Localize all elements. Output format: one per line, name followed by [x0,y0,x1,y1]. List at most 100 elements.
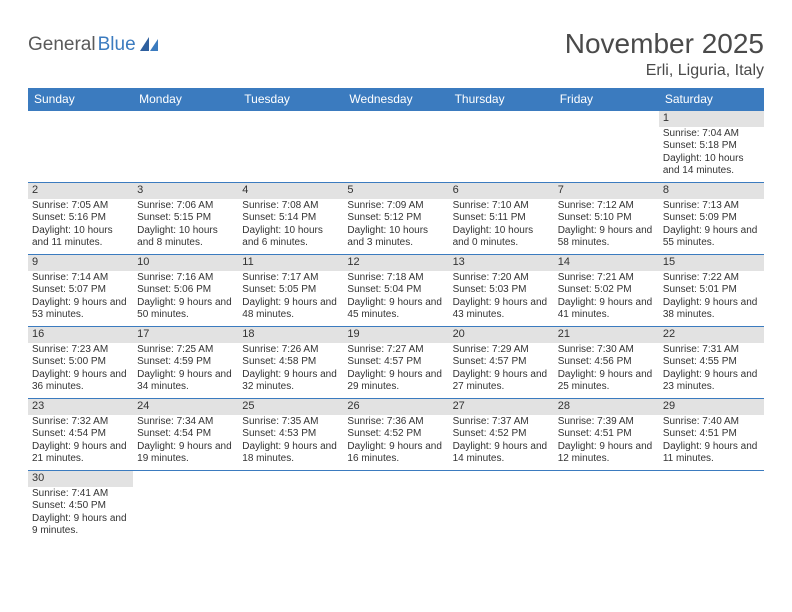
calendar-cell: 23Sunrise: 7:32 AMSunset: 4:54 PMDayligh… [28,399,133,471]
day-details: Sunrise: 7:05 AMSunset: 5:16 PMDaylight:… [28,199,133,252]
location: Erli, Liguria, Italy [565,62,764,80]
calendar-week-row: 16Sunrise: 7:23 AMSunset: 5:00 PMDayligh… [28,327,764,399]
day-number: 20 [449,327,554,343]
day-number: 16 [28,327,133,343]
sunset-text: Sunset: 4:53 PM [242,428,339,441]
sunrise-text: Sunrise: 7:08 AM [242,200,339,213]
calendar-cell: 27Sunrise: 7:37 AMSunset: 4:52 PMDayligh… [449,399,554,471]
day-details: Sunrise: 7:32 AMSunset: 4:54 PMDaylight:… [28,415,133,468]
daylight-text: Daylight: 9 hours and 27 minutes. [453,369,550,394]
sunset-text: Sunset: 4:52 PM [453,428,550,441]
sunset-text: Sunset: 4:50 PM [32,500,129,513]
day-details: Sunrise: 7:22 AMSunset: 5:01 PMDaylight:… [659,271,764,324]
sunrise-text: Sunrise: 7:35 AM [242,416,339,429]
daylight-text: Daylight: 9 hours and 36 minutes. [32,369,129,394]
daylight-text: Daylight: 9 hours and 58 minutes. [558,225,655,250]
weekday-header: Sunday [28,88,133,111]
sunset-text: Sunset: 5:06 PM [137,284,234,297]
day-details: Sunrise: 7:37 AMSunset: 4:52 PMDaylight:… [449,415,554,468]
sunrise-text: Sunrise: 7:40 AM [663,416,760,429]
header: GeneralBlue November 2025 Erli, Liguria,… [28,28,764,80]
calendar-cell: 10Sunrise: 7:16 AMSunset: 5:06 PMDayligh… [133,255,238,327]
weekday-header: Tuesday [238,88,343,111]
day-number: 13 [449,255,554,271]
day-details: Sunrise: 7:31 AMSunset: 4:55 PMDaylight:… [659,343,764,396]
daylight-text: Daylight: 9 hours and 34 minutes. [137,369,234,394]
day-number: 14 [554,255,659,271]
sunrise-text: Sunrise: 7:37 AM [453,416,550,429]
calendar-cell [133,111,238,183]
sunset-text: Sunset: 4:54 PM [137,428,234,441]
calendar-cell [343,471,448,543]
day-number: 11 [238,255,343,271]
day-number: 29 [659,399,764,415]
sunrise-text: Sunrise: 7:25 AM [137,344,234,357]
daylight-text: Daylight: 9 hours and 16 minutes. [347,441,444,466]
day-details: Sunrise: 7:36 AMSunset: 4:52 PMDaylight:… [343,415,448,468]
logo: GeneralBlue [28,28,160,56]
day-number: 8 [659,183,764,199]
title-block: November 2025 Erli, Liguria, Italy [565,28,764,80]
day-details: Sunrise: 7:09 AMSunset: 5:12 PMDaylight:… [343,199,448,252]
day-details: Sunrise: 7:08 AMSunset: 5:14 PMDaylight:… [238,199,343,252]
calendar-cell: 2Sunrise: 7:05 AMSunset: 5:16 PMDaylight… [28,183,133,255]
sunrise-text: Sunrise: 7:39 AM [558,416,655,429]
sunrise-text: Sunrise: 7:20 AM [453,272,550,285]
calendar-cell [238,111,343,183]
sunrise-text: Sunrise: 7:36 AM [347,416,444,429]
day-details: Sunrise: 7:35 AMSunset: 4:53 PMDaylight:… [238,415,343,468]
calendar-cell [343,111,448,183]
sunset-text: Sunset: 5:15 PM [137,212,234,225]
day-number: 5 [343,183,448,199]
day-details: Sunrise: 7:27 AMSunset: 4:57 PMDaylight:… [343,343,448,396]
logo-text-blue: Blue [98,34,136,56]
day-details: Sunrise: 7:29 AMSunset: 4:57 PMDaylight:… [449,343,554,396]
calendar-cell: 24Sunrise: 7:34 AMSunset: 4:54 PMDayligh… [133,399,238,471]
calendar-cell: 14Sunrise: 7:21 AMSunset: 5:02 PMDayligh… [554,255,659,327]
weekday-header: Monday [133,88,238,111]
day-details: Sunrise: 7:06 AMSunset: 5:15 PMDaylight:… [133,199,238,252]
day-details: Sunrise: 7:26 AMSunset: 4:58 PMDaylight:… [238,343,343,396]
calendar-table: Sunday Monday Tuesday Wednesday Thursday… [28,88,764,543]
daylight-text: Daylight: 9 hours and 45 minutes. [347,297,444,322]
daylight-text: Daylight: 10 hours and 11 minutes. [32,225,129,250]
day-number: 26 [343,399,448,415]
weekday-header: Wednesday [343,88,448,111]
calendar-cell [659,471,764,543]
sunset-text: Sunset: 5:04 PM [347,284,444,297]
day-number: 15 [659,255,764,271]
day-number: 7 [554,183,659,199]
sunrise-text: Sunrise: 7:16 AM [137,272,234,285]
sunset-text: Sunset: 5:05 PM [242,284,339,297]
daylight-text: Daylight: 9 hours and 29 minutes. [347,369,444,394]
sunset-text: Sunset: 5:07 PM [32,284,129,297]
calendar-cell: 21Sunrise: 7:30 AMSunset: 4:56 PMDayligh… [554,327,659,399]
day-details: Sunrise: 7:16 AMSunset: 5:06 PMDaylight:… [133,271,238,324]
sunrise-text: Sunrise: 7:05 AM [32,200,129,213]
sunrise-text: Sunrise: 7:17 AM [242,272,339,285]
calendar-cell: 20Sunrise: 7:29 AMSunset: 4:57 PMDayligh… [449,327,554,399]
daylight-text: Daylight: 9 hours and 9 minutes. [32,513,129,538]
day-details: Sunrise: 7:13 AMSunset: 5:09 PMDaylight:… [659,199,764,252]
day-details: Sunrise: 7:04 AMSunset: 5:18 PMDaylight:… [659,127,764,180]
calendar-cell: 16Sunrise: 7:23 AMSunset: 5:00 PMDayligh… [28,327,133,399]
calendar-cell: 12Sunrise: 7:18 AMSunset: 5:04 PMDayligh… [343,255,448,327]
day-details: Sunrise: 7:10 AMSunset: 5:11 PMDaylight:… [449,199,554,252]
sunset-text: Sunset: 4:55 PM [663,356,760,369]
calendar-cell [554,471,659,543]
daylight-text: Daylight: 9 hours and 50 minutes. [137,297,234,322]
calendar-cell: 6Sunrise: 7:10 AMSunset: 5:11 PMDaylight… [449,183,554,255]
daylight-text: Daylight: 9 hours and 55 minutes. [663,225,760,250]
day-number: 6 [449,183,554,199]
daylight-text: Daylight: 10 hours and 0 minutes. [453,225,550,250]
daylight-text: Daylight: 9 hours and 11 minutes. [663,441,760,466]
sunrise-text: Sunrise: 7:29 AM [453,344,550,357]
calendar-cell [449,471,554,543]
sunset-text: Sunset: 4:57 PM [453,356,550,369]
daylight-text: Daylight: 10 hours and 14 minutes. [663,153,760,178]
calendar-cell: 29Sunrise: 7:40 AMSunset: 4:51 PMDayligh… [659,399,764,471]
daylight-text: Daylight: 9 hours and 21 minutes. [32,441,129,466]
sunrise-text: Sunrise: 7:09 AM [347,200,444,213]
calendar-cell [238,471,343,543]
sunset-text: Sunset: 4:51 PM [663,428,760,441]
